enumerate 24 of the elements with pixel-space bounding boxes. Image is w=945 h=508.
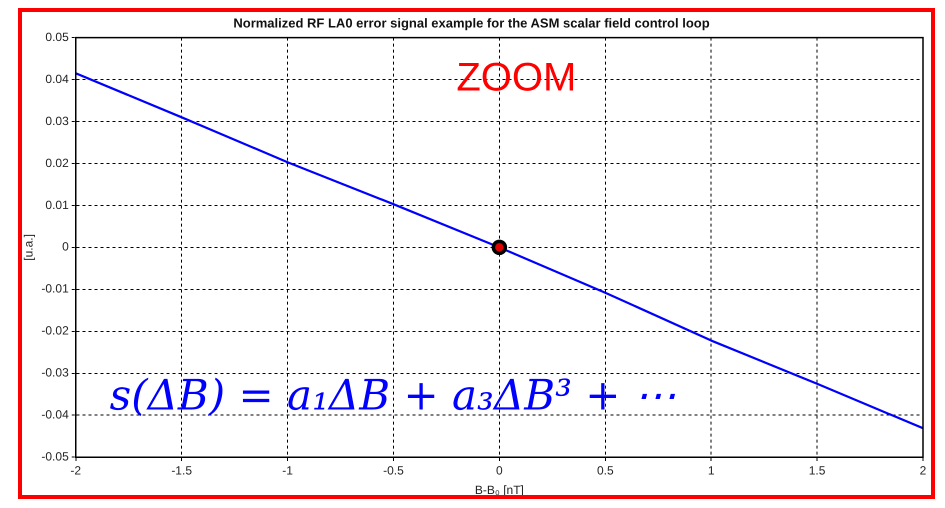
y-tick-label: 0.05 — [45, 30, 70, 44]
y-tick-label: -0.05 — [41, 450, 70, 464]
chart-title: Normalized RF LA0 error signal example for the ASM scalar field control loop — [233, 15, 710, 30]
x-tick-label: 1.5 — [808, 464, 826, 478]
x-tick-label: -1.5 — [171, 464, 192, 478]
y-tick-label: 0.02 — [45, 156, 70, 170]
annotation: ZOOM — [456, 56, 576, 100]
x-tick-label: -1 — [282, 464, 294, 478]
y-tick-label: -0.03 — [41, 366, 70, 380]
x-tick-label: 1 — [708, 464, 715, 478]
x-tick-label: -2 — [70, 464, 82, 478]
y-axis-title: [u.a.] — [22, 234, 36, 261]
x-tick-label: 0 — [496, 464, 504, 478]
y-tick-label: 0.04 — [45, 72, 70, 86]
y-tick-label: 0.01 — [45, 198, 70, 212]
annotation: s(ΔB) = a₁ΔB + a₃ΔB³ + ⋯ — [110, 370, 676, 420]
x-tick-label: 2 — [920, 464, 927, 478]
y-tick-label: -0.04 — [41, 408, 70, 422]
y-tick-label: -0.02 — [41, 324, 70, 338]
y-tick-label: 0.03 — [45, 114, 70, 128]
x-tick-label: -0.5 — [383, 464, 404, 478]
y-tick-label: -0.01 — [41, 282, 70, 296]
x-tick-label: 0.5 — [596, 464, 614, 478]
y-tick-label: 0 — [62, 240, 70, 254]
